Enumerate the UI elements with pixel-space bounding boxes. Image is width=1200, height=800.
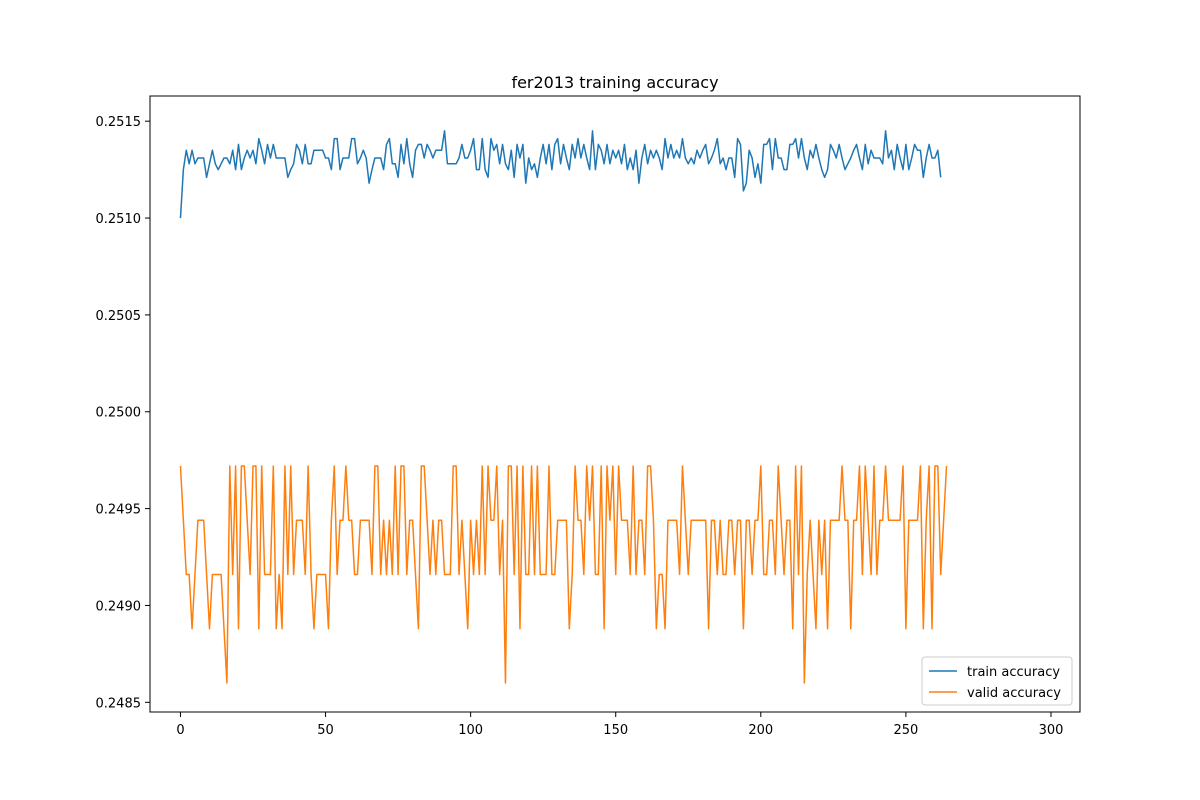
y-tick-label: 0.2485 — [96, 696, 142, 711]
x-tick-label: 0 — [176, 723, 184, 738]
y-axis: 0.2485 0.2490 0.2495 0.2500 0.2505 0.2510 0.25… — [96, 115, 150, 711]
legend: train accuracy valid accuracy — [921, 656, 1073, 706]
plot-area: 0 50 100 150 200 250 300 0.24850.24900.24950.2… — [96, 95, 1081, 738]
series-line-train-accuracy — [179, 130, 942, 219]
series-layer — [179, 130, 948, 684]
x-axis: 0 50 100 150 200 250 300 — [176, 712, 1063, 738]
x-tick-label: 100 — [458, 723, 483, 738]
x-tick-label: 250 — [893, 723, 918, 738]
chart-title: fer2013 training accuracy — [511, 73, 718, 92]
y-tick-label: 0.2515 — [96, 115, 142, 130]
series-line-valid-accuracy — [179, 465, 948, 684]
x-tick-label: 200 — [748, 723, 773, 738]
y-tick-label: 0.2505 — [96, 309, 142, 324]
legend-box — [921, 656, 1073, 706]
x-tick-label: 50 — [317, 723, 334, 738]
y-tick-label: 0.2510 — [96, 212, 142, 227]
x-tick-label: 300 — [1039, 723, 1064, 738]
y-tick-label: 0.2495 — [96, 503, 142, 518]
y-tick-label: 0.2500 — [96, 406, 142, 421]
y-tick-label: 0.2490 — [96, 599, 142, 614]
legend-label: train accuracy — [967, 665, 1060, 680]
legend-label: valid accuracy — [967, 686, 1061, 701]
x-tick-label: 150 — [603, 723, 628, 738]
axes-frame — [149, 95, 1081, 713]
